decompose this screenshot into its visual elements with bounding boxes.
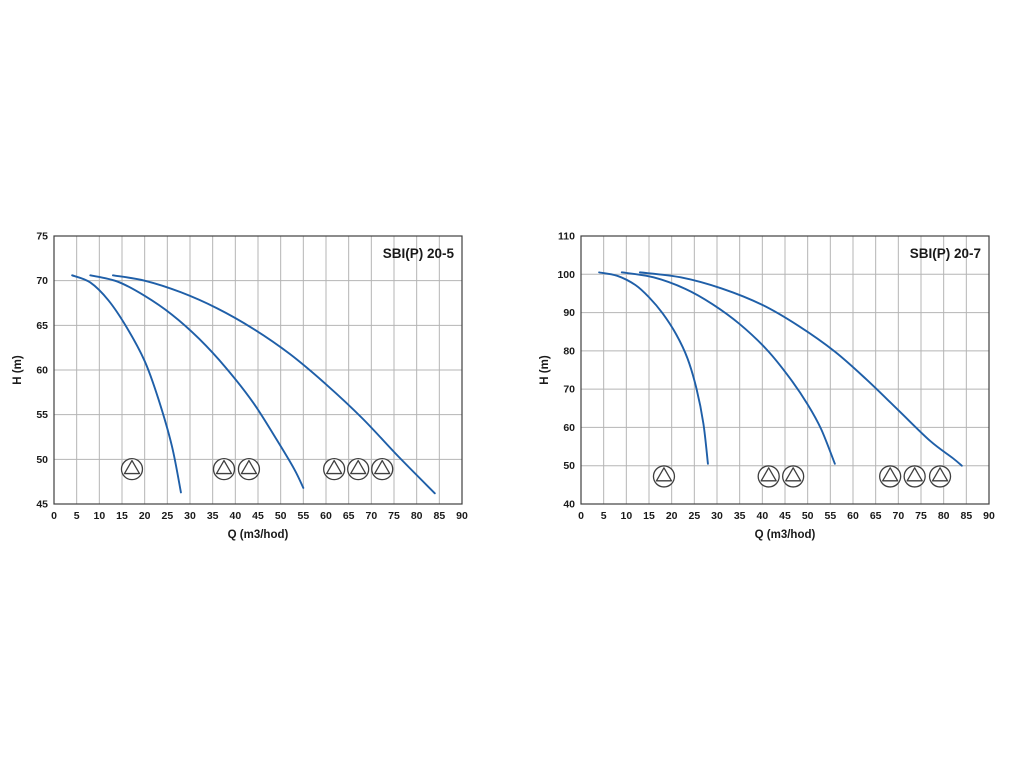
y-tick-label: 100 [557, 269, 575, 281]
x-tick-label: 65 [343, 510, 355, 522]
x-tick-label: 10 [93, 510, 105, 522]
x-tick-label: 55 [297, 510, 309, 522]
x-axis-label: Q (m3/hod) [228, 529, 289, 541]
x-tick-label: 25 [688, 510, 700, 522]
x-tick-label: 25 [161, 510, 173, 522]
pump-icon [323, 458, 346, 481]
x-tick-label: 75 [915, 510, 927, 522]
y-axis-label: H (m) [12, 355, 24, 385]
pump-icon [347, 458, 370, 481]
pump-curve-chart-sbi-20-5: 0 5 10 15 20 25 30 35 40 45 50 55 60 65 70 75 80 85 90 45 50… [10, 222, 476, 559]
y-tick-label: 75 [36, 231, 48, 243]
x-tick-label: 45 [779, 510, 791, 522]
y-tick-label: 70 [36, 275, 48, 287]
x-tick-label: 15 [643, 510, 655, 522]
x-tick-label: 35 [734, 510, 746, 522]
x-tick-label: 65 [870, 510, 882, 522]
plot-border [580, 235, 990, 505]
y-tick-label: 90 [563, 307, 575, 319]
chart-title: SBI(P) 20-5 [383, 246, 455, 261]
y-tick-label: 80 [563, 345, 575, 357]
x-axis-label: Q (m3/hod) [755, 529, 816, 541]
y-tick-label: 50 [563, 460, 575, 472]
y-tick-label: 60 [36, 365, 48, 377]
y-tick-label: 40 [563, 499, 575, 511]
x-tick-label: 60 [320, 510, 332, 522]
x-tick-label: 35 [207, 510, 219, 522]
pump-icon [879, 465, 902, 488]
x-tick-label: 55 [824, 510, 836, 522]
pump-icon [371, 458, 394, 481]
y-tick-label: 110 [558, 231, 575, 243]
x-tick-label: 30 [184, 510, 196, 522]
x-tick-label: 85 [433, 510, 445, 522]
x-tick-label: 20 [666, 510, 678, 522]
x-tick-label: 70 [365, 510, 377, 522]
y-tick-label: 60 [563, 422, 575, 434]
pump-icon [237, 458, 261, 481]
y-tick-label: 45 [36, 499, 48, 511]
pump-curve-2-pumps [620, 271, 836, 465]
x-tick-label: 90 [456, 510, 468, 522]
y-tick-label: 70 [563, 384, 575, 396]
chart-title: SBI(P) 20-7 [910, 246, 981, 261]
pump-curve-1-pump [598, 271, 709, 465]
pump-curve-3-pumps [111, 274, 436, 495]
gridlines [580, 235, 990, 505]
pump-icon [903, 465, 926, 488]
x-tick-label: 5 [601, 510, 607, 522]
x-tick-label: 70 [892, 510, 904, 522]
pump-icon [782, 465, 805, 488]
pump-icon [928, 465, 952, 488]
pump-icon [120, 458, 144, 481]
x-tick-label: 20 [139, 510, 151, 522]
x-tick-label: 75 [388, 510, 400, 522]
y-axis-label: H (m) [539, 355, 551, 385]
pump-icon [757, 465, 780, 488]
x-tick-label: 80 [411, 510, 423, 522]
x-tick-label: 40 [756, 510, 768, 522]
chart-canvas: 0 5 10 15 20 25 30 35 40 45 50 55 60 65 70 75 80 85 90 45 50… [12, 231, 468, 542]
x-tick-label: 15 [116, 510, 128, 522]
x-tick-label: 60 [847, 510, 859, 522]
x-tick-label: 30 [711, 510, 723, 522]
x-tick-label: 10 [620, 510, 632, 522]
x-tick-label: 5 [74, 510, 80, 522]
pump-curve-3-pumps [638, 271, 963, 467]
x-tick-label: 80 [938, 510, 950, 522]
y-tick-label: 65 [36, 320, 48, 332]
pump-curve-chart-sbi-20-7: 0 5 10 15 20 25 30 35 40 45 50 55 60 65 70 75 80 85 90 40 50… [537, 222, 1003, 559]
x-tick-label: 40 [229, 510, 241, 522]
x-tick-label: 0 [578, 510, 584, 522]
chart-canvas: 0 5 10 15 20 25 30 35 40 45 50 55 60 65 70 75 80 85 90 40 50… [539, 231, 995, 542]
x-tick-label: 50 [275, 510, 287, 522]
x-tick-label: 45 [252, 510, 264, 522]
x-tick-label: 90 [983, 510, 995, 522]
pump-icon [212, 458, 236, 481]
pump-curve-2-pumps [89, 274, 305, 489]
pump-icon [652, 465, 676, 488]
pump-curve-1-pump [71, 274, 182, 494]
plot-border [53, 235, 463, 505]
y-tick-label: 55 [36, 409, 48, 421]
x-tick-label: 0 [51, 510, 57, 522]
x-tick-label: 85 [960, 510, 972, 522]
y-tick-label: 50 [36, 454, 48, 466]
x-tick-label: 50 [802, 510, 814, 522]
